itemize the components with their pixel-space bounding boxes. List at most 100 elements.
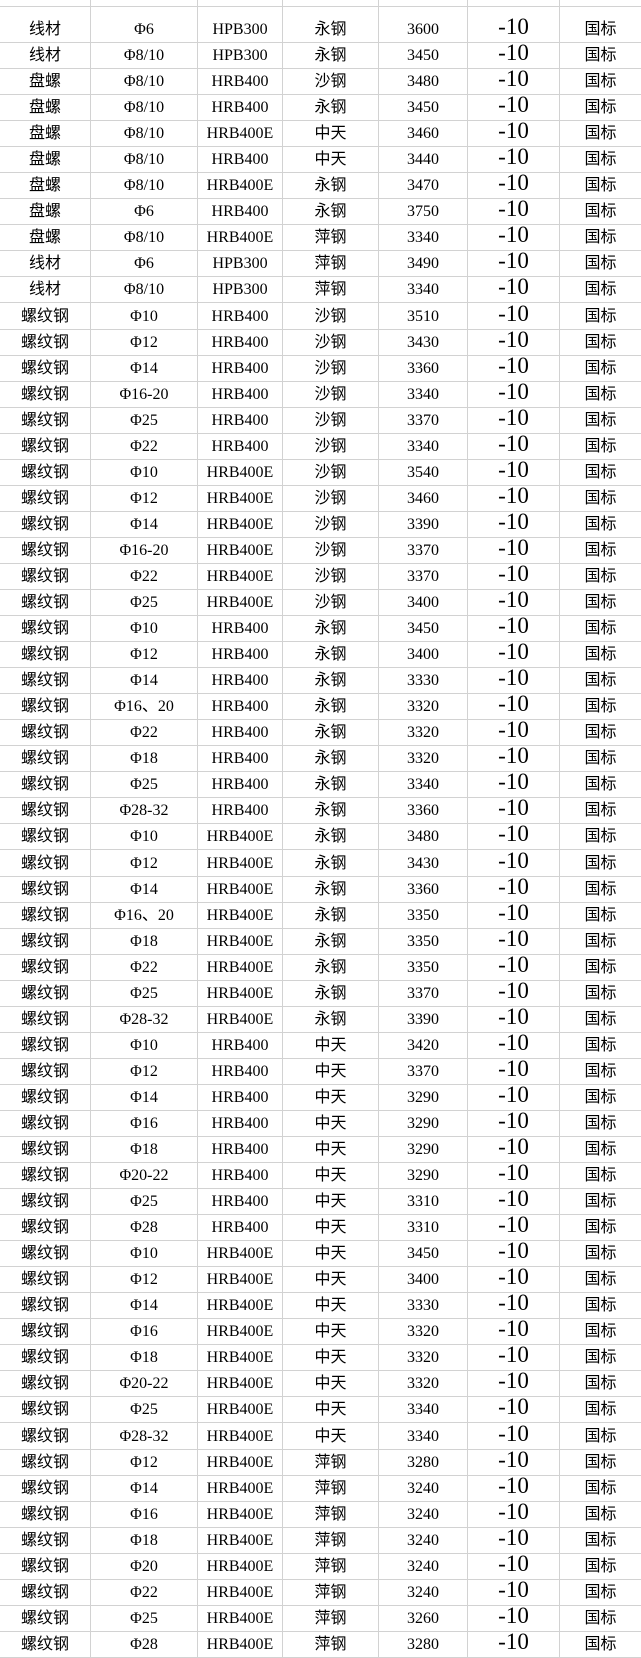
mill-cell[interactable]: 中天 [283,1345,379,1371]
grade-cell[interactable]: HRB400E [198,1553,283,1579]
material-cell[interactable]: 螺纹钢 [0,1163,91,1189]
change-cell[interactable]: -10 [468,1345,560,1371]
material-cell[interactable]: 螺纹钢 [0,433,91,459]
price-cell[interactable]: 3340 [379,1423,468,1449]
spec-cell[interactable]: Φ25 [91,1605,198,1631]
price-cell[interactable]: 3240 [379,1501,468,1527]
mill-cell[interactable]: 萍钢 [283,1475,379,1501]
standard-cell[interactable]: 国标 [560,486,641,511]
price-cell[interactable]: 3340 [379,1397,468,1423]
material-cell[interactable]: 盘螺 [0,95,91,121]
standard-cell[interactable]: 国标 [560,460,641,485]
standard-cell[interactable]: 国标 [560,1189,641,1214]
standard-cell[interactable]: 国标 [560,694,641,719]
change-cell[interactable]: -10 [468,746,560,772]
price-cell[interactable]: 3400 [379,589,468,616]
mill-cell[interactable]: 永钢 [283,824,379,850]
spec-cell[interactable]: Φ25 [91,407,198,433]
spec-cell[interactable]: Φ12 [91,642,198,668]
price-cell[interactable]: 3290 [379,1110,468,1136]
spec-cell[interactable]: Φ25 [91,980,198,1006]
material-cell[interactable]: 螺纹钢 [0,1006,91,1032]
standard-cell[interactable]: 国标 [560,1632,641,1657]
standard-cell[interactable]: 国标 [560,720,641,745]
spec-cell[interactable]: Φ14 [91,355,198,381]
price-cell[interactable]: 3280 [379,1631,468,1657]
grade-cell[interactable]: HPB300 [198,43,283,69]
grade-cell[interactable]: HRB400 [198,1058,283,1084]
price-cell[interactable]: 3240 [379,1527,468,1553]
mill-cell[interactable]: 永钢 [283,902,379,928]
spec-cell[interactable]: Φ8/10 [91,121,198,147]
material-cell[interactable]: 螺纹钢 [0,980,91,1006]
spec-cell[interactable]: Φ8/10 [91,95,198,121]
price-cell[interactable]: 3240 [379,1553,468,1579]
price-cell[interactable]: 3240 [379,1579,468,1605]
material-cell[interactable]: 螺纹钢 [0,1605,91,1631]
grade-cell[interactable]: HRB400 [198,355,283,381]
grade-cell[interactable]: HRB400E [198,173,283,199]
grade-cell[interactable]: HRB400E [198,563,283,589]
standard-cell[interactable]: 国标 [560,408,641,433]
material-cell[interactable]: 螺纹钢 [0,1319,91,1345]
material-cell[interactable]: 线材 [0,251,91,277]
price-cell[interactable]: 3320 [379,694,468,720]
spec-cell[interactable]: Φ14 [91,1475,198,1501]
price-cell[interactable]: 3370 [379,980,468,1006]
spec-cell[interactable]: Φ12 [91,485,198,511]
material-cell[interactable]: 螺纹钢 [0,407,91,433]
price-cell[interactable]: 3460 [379,121,468,147]
material-cell[interactable]: 螺纹钢 [0,1058,91,1084]
grade-cell[interactable]: HRB400 [198,1215,283,1241]
mill-cell[interactable]: 中天 [283,1058,379,1084]
standard-cell[interactable]: 国标 [560,43,641,68]
grade-cell[interactable]: HRB400 [198,95,283,121]
grade-cell[interactable]: HRB400 [198,147,283,173]
mill-cell[interactable]: 沙钢 [283,459,379,485]
spec-cell[interactable]: Φ14 [91,1084,198,1110]
spec-cell[interactable]: Φ8/10 [91,277,198,303]
change-cell[interactable]: -10 [468,1475,560,1501]
price-cell[interactable]: 3350 [379,928,468,954]
change-cell[interactable]: -10 [468,928,560,954]
price-cell[interactable]: 3240 [379,1475,468,1501]
mill-cell[interactable]: 萍钢 [283,251,379,277]
grade-cell[interactable]: HPB300 [198,7,283,42]
material-cell[interactable]: 螺纹钢 [0,1553,91,1579]
change-cell[interactable]: -10 [468,329,560,355]
change-cell[interactable]: -10 [468,485,560,511]
change-cell[interactable]: -10 [468,95,560,121]
mill-cell[interactable]: 中天 [283,1084,379,1110]
change-cell[interactable]: -10 [468,902,560,928]
price-cell[interactable]: 3330 [379,1293,468,1319]
spec-cell[interactable]: Φ16 [91,1319,198,1345]
mill-cell[interactable]: 永钢 [283,798,379,824]
price-cell[interactable]: 3370 [379,563,468,589]
material-cell[interactable]: 线材 [0,7,91,42]
mill-cell[interactable]: 沙钢 [283,563,379,589]
material-cell[interactable]: 螺纹钢 [0,1293,91,1319]
material-cell[interactable]: 螺纹钢 [0,798,91,824]
standard-cell[interactable]: 国标 [560,7,641,42]
grade-cell[interactable]: HRB400E [198,850,283,876]
price-cell[interactable]: 3450 [379,43,468,69]
change-cell[interactable]: -10 [468,1136,560,1163]
change-cell[interactable]: -10 [468,1189,560,1215]
material-cell[interactable]: 螺纹钢 [0,1423,91,1449]
spec-cell[interactable]: Φ10 [91,1032,198,1058]
grade-cell[interactable]: HRB400E [198,902,283,928]
mill-cell[interactable]: 中天 [283,1215,379,1241]
spec-cell[interactable]: Φ18 [91,746,198,772]
change-cell[interactable]: -10 [468,511,560,537]
price-cell[interactable]: 3340 [379,277,468,303]
price-cell[interactable]: 3370 [379,1058,468,1084]
change-cell[interactable]: -10 [468,1058,560,1084]
standard-cell[interactable]: 国标 [560,1111,641,1136]
grade-cell[interactable]: HRB400E [198,1501,283,1527]
material-cell[interactable]: 螺纹钢 [0,1215,91,1241]
spec-cell[interactable]: Φ16、20 [91,694,198,720]
price-cell[interactable]: 3350 [379,954,468,980]
material-cell[interactable]: 盘螺 [0,173,91,199]
standard-cell[interactable]: 国标 [560,69,641,94]
standard-cell[interactable]: 国标 [560,251,641,276]
